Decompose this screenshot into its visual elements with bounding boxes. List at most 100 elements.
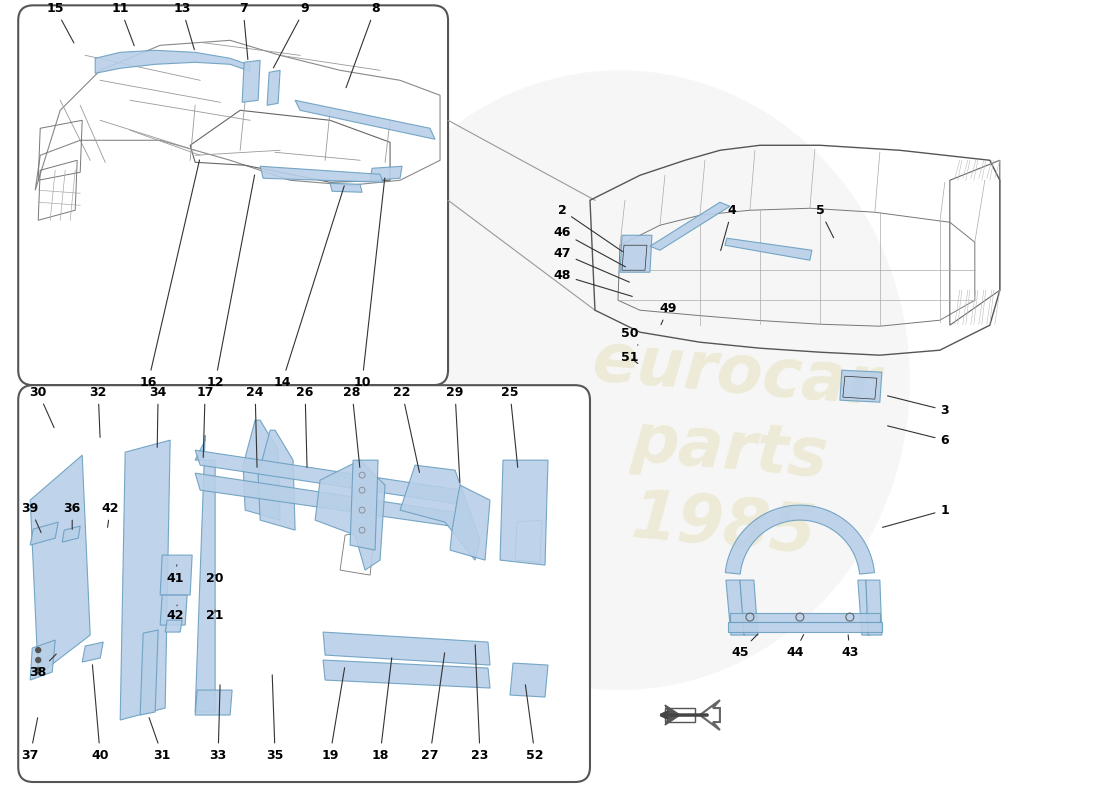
Text: 45: 45 (732, 634, 758, 658)
Text: 14: 14 (274, 186, 344, 389)
Polygon shape (295, 100, 434, 139)
Polygon shape (840, 370, 882, 402)
Text: 42: 42 (101, 502, 119, 527)
Polygon shape (195, 450, 465, 505)
Polygon shape (161, 595, 187, 625)
Polygon shape (858, 580, 870, 635)
FancyBboxPatch shape (666, 708, 695, 722)
Text: 34: 34 (150, 386, 167, 447)
Polygon shape (195, 435, 216, 712)
Text: 18: 18 (372, 658, 392, 762)
Polygon shape (510, 663, 548, 697)
Circle shape (35, 658, 41, 662)
Polygon shape (315, 460, 385, 570)
Polygon shape (63, 526, 80, 542)
Text: 26: 26 (296, 386, 314, 467)
Polygon shape (450, 485, 490, 560)
Text: 29: 29 (447, 386, 464, 482)
Polygon shape (330, 183, 362, 192)
Polygon shape (120, 440, 170, 720)
Text: eurocar
parts
1985: eurocar parts 1985 (576, 329, 883, 572)
Polygon shape (30, 455, 90, 675)
Text: 36: 36 (64, 502, 80, 530)
Text: 31: 31 (150, 718, 170, 762)
Polygon shape (730, 613, 880, 622)
Polygon shape (30, 640, 55, 680)
Text: 48: 48 (553, 269, 632, 297)
Text: 19: 19 (321, 668, 344, 762)
Text: 11: 11 (111, 2, 134, 46)
Circle shape (35, 647, 41, 653)
Text: 40: 40 (91, 665, 109, 762)
Text: 21: 21 (207, 609, 224, 622)
Polygon shape (728, 622, 882, 632)
Text: 2: 2 (558, 204, 623, 252)
Text: 35: 35 (266, 675, 284, 762)
Text: 24: 24 (246, 386, 264, 467)
Polygon shape (650, 202, 730, 250)
Text: 30: 30 (30, 386, 54, 428)
Polygon shape (725, 238, 812, 260)
Text: 9: 9 (274, 2, 309, 68)
Circle shape (35, 667, 41, 673)
Text: 38: 38 (30, 654, 56, 678)
Text: 42: 42 (166, 605, 184, 622)
Polygon shape (400, 465, 480, 560)
Polygon shape (195, 690, 232, 715)
FancyBboxPatch shape (19, 6, 448, 385)
Text: 52: 52 (526, 685, 543, 762)
Polygon shape (243, 420, 280, 520)
Text: 46: 46 (553, 226, 626, 267)
Text: 5: 5 (815, 204, 834, 238)
Polygon shape (267, 70, 280, 106)
Text: 3: 3 (888, 396, 949, 417)
Polygon shape (30, 522, 58, 545)
Text: 32: 32 (89, 386, 107, 438)
Polygon shape (500, 460, 548, 565)
Text: 7: 7 (239, 2, 248, 59)
Text: 41: 41 (166, 565, 184, 585)
Text: 43: 43 (842, 635, 859, 658)
Text: 51: 51 (621, 350, 639, 364)
Text: 16: 16 (140, 160, 199, 389)
Polygon shape (323, 632, 490, 665)
Text: 37: 37 (22, 718, 38, 762)
Text: 49: 49 (659, 302, 676, 325)
Ellipse shape (330, 70, 910, 690)
Polygon shape (725, 505, 874, 574)
Polygon shape (323, 660, 490, 688)
Polygon shape (258, 430, 295, 530)
Text: 33: 33 (209, 685, 227, 762)
Text: 44: 44 (786, 634, 804, 658)
Text: 28: 28 (343, 386, 361, 467)
Polygon shape (866, 580, 882, 635)
Polygon shape (740, 580, 758, 635)
Text: 50: 50 (621, 326, 639, 345)
Text: 4: 4 (720, 204, 736, 250)
Polygon shape (161, 555, 192, 595)
Polygon shape (260, 166, 383, 182)
Polygon shape (666, 705, 700, 725)
Text: 17: 17 (197, 386, 213, 458)
Text: 47: 47 (553, 246, 629, 282)
Text: 8: 8 (346, 2, 380, 88)
Polygon shape (165, 620, 183, 632)
Text: 20: 20 (207, 571, 224, 585)
Polygon shape (195, 473, 465, 528)
Polygon shape (620, 235, 652, 272)
Text: 13: 13 (174, 2, 195, 50)
Text: 10: 10 (353, 178, 385, 389)
Polygon shape (96, 50, 250, 74)
Text: 27: 27 (421, 653, 444, 762)
Polygon shape (350, 460, 378, 550)
Polygon shape (370, 166, 403, 180)
Polygon shape (140, 630, 158, 715)
Text: 6: 6 (888, 426, 949, 446)
Polygon shape (82, 642, 103, 662)
Text: 12: 12 (207, 175, 254, 389)
Text: 1: 1 (882, 504, 949, 527)
Text: 39: 39 (22, 502, 41, 533)
Text: 15: 15 (46, 2, 74, 43)
Text: 25: 25 (502, 386, 519, 467)
Text: 22: 22 (394, 386, 419, 473)
